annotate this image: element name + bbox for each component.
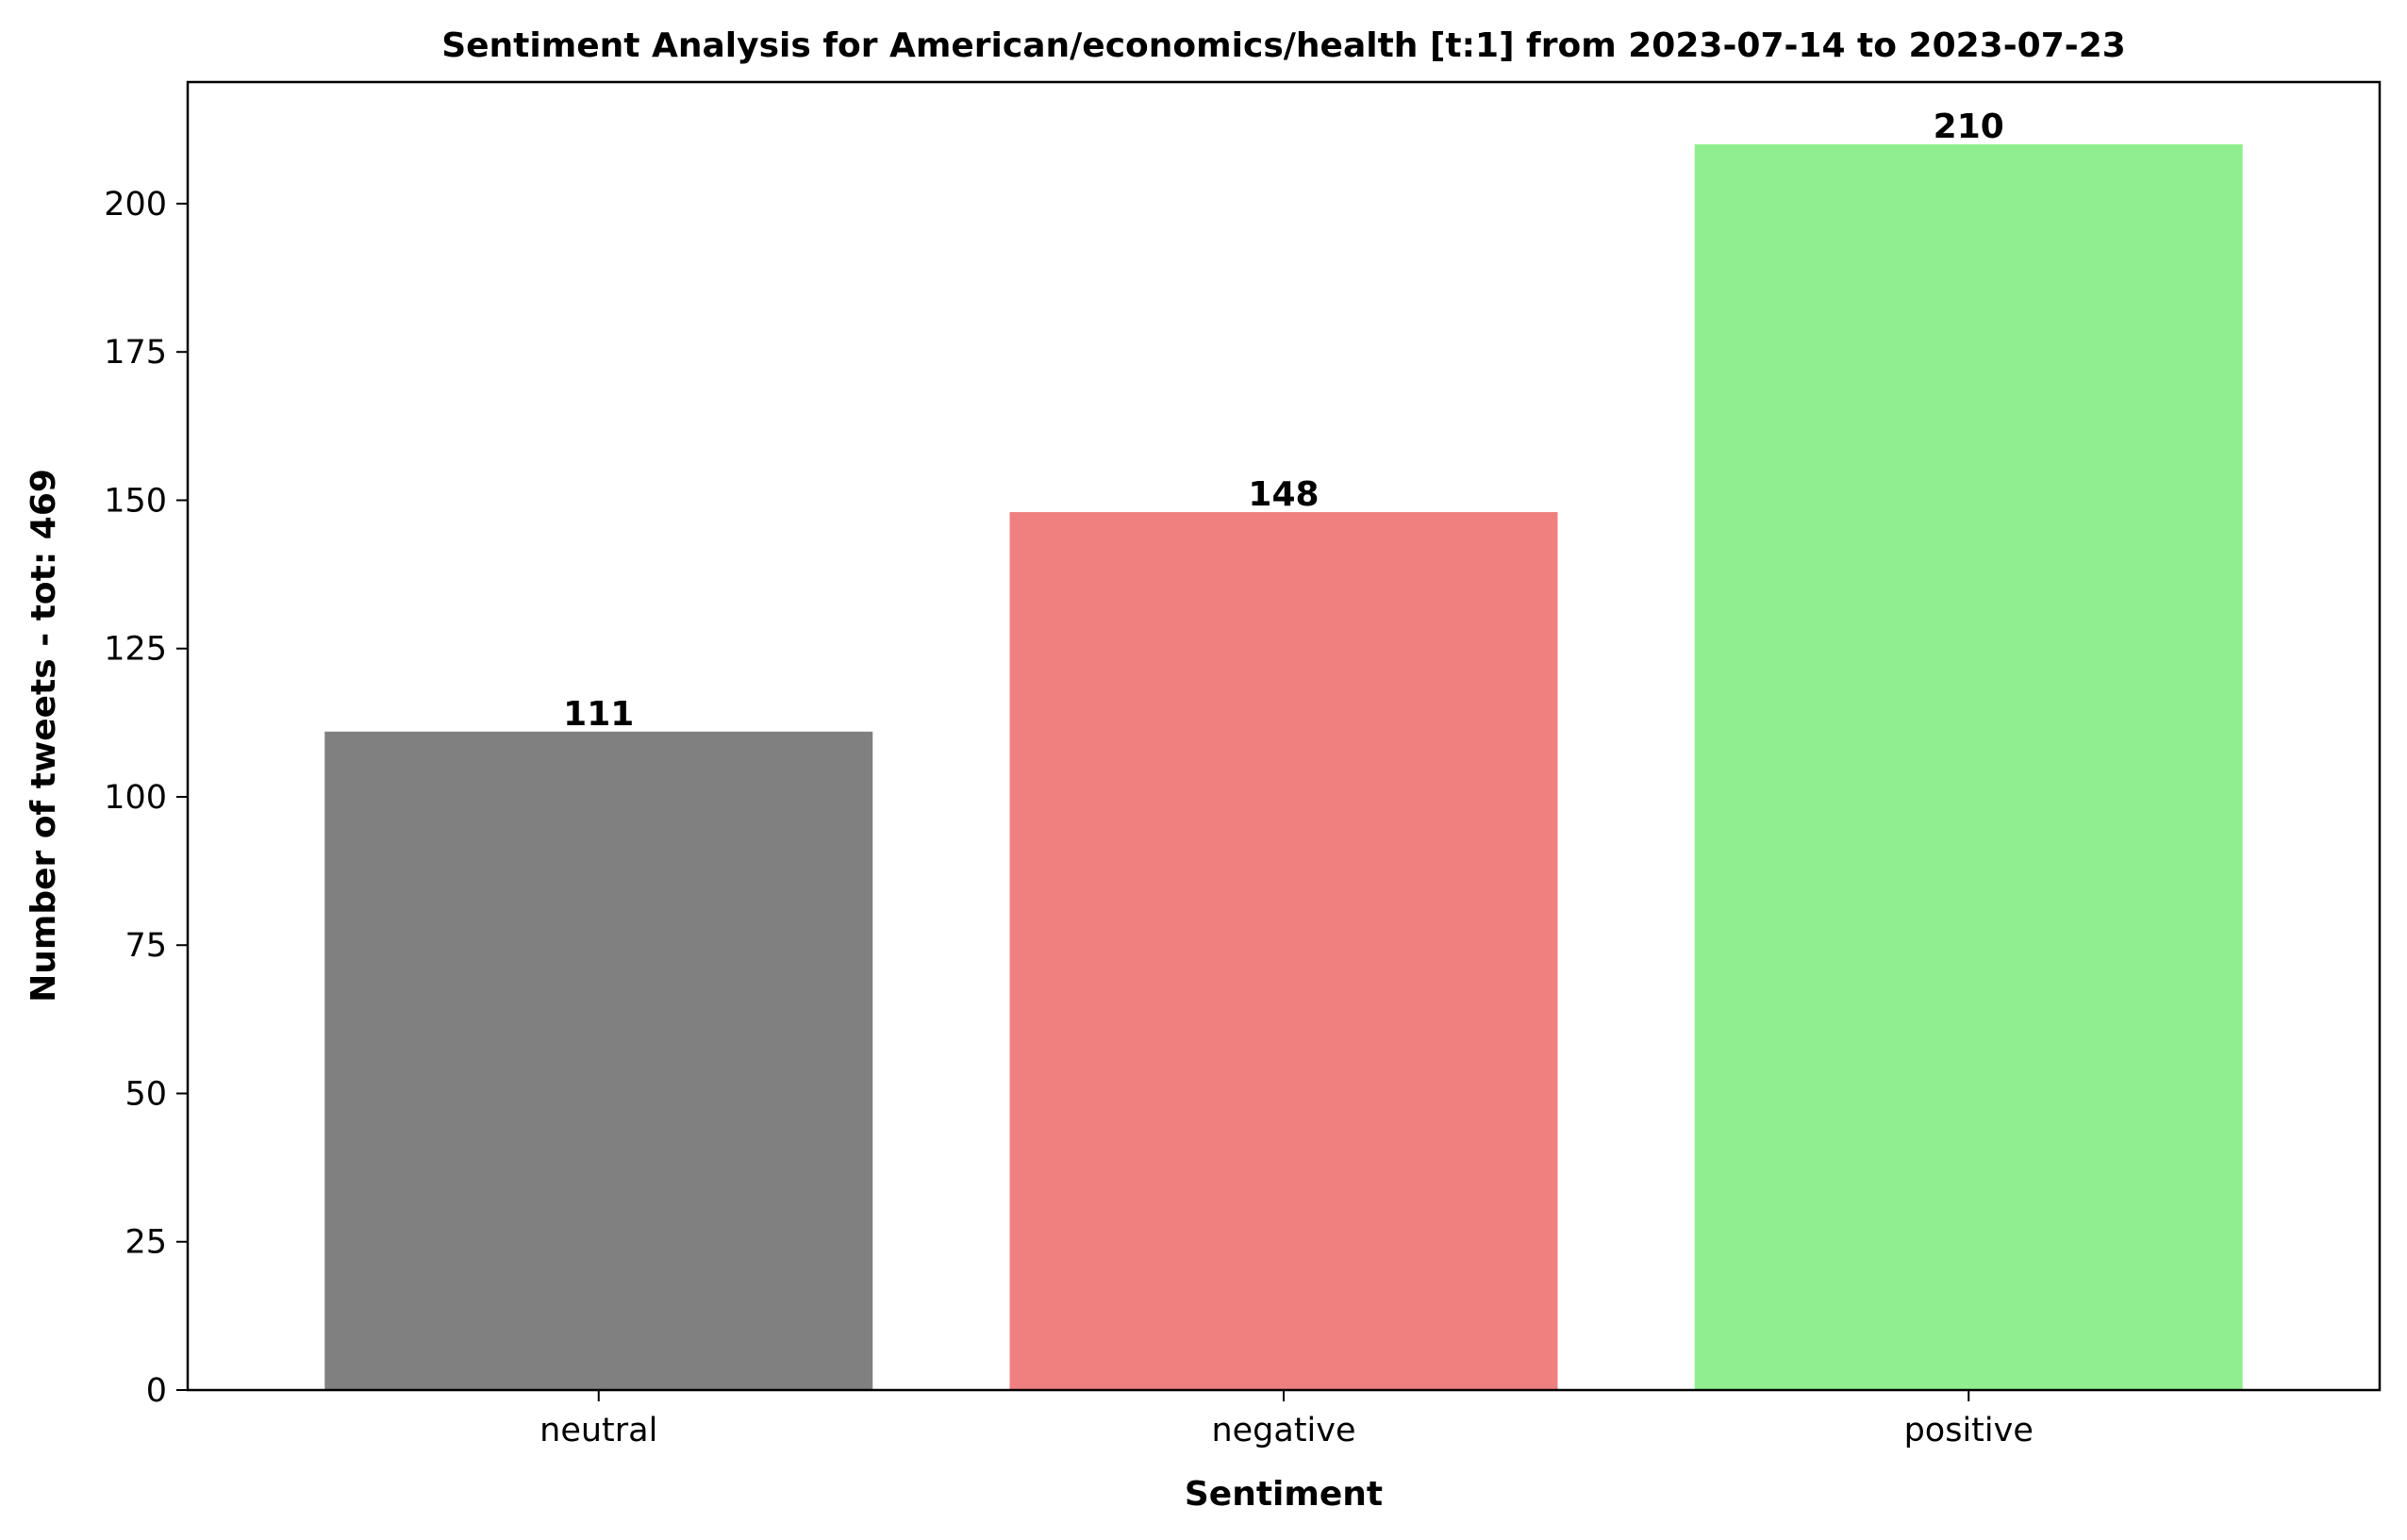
x-axis-label: Sentiment <box>1185 1475 1383 1514</box>
y-tick-label-175: 175 <box>104 334 167 372</box>
x-tick-label-negative: negative <box>1211 1412 1355 1449</box>
y-tick-label-200: 200 <box>104 186 167 224</box>
x-tick-label-positive: positive <box>1904 1412 2034 1449</box>
chart-title: Sentiment Analysis for American/economic… <box>441 26 2126 65</box>
bars-group <box>324 144 2243 1391</box>
y-axis-label: Number of tweets - tot: 469 <box>25 469 63 1002</box>
y-tick-label-25: 25 <box>124 1224 167 1262</box>
y-tick-label-75: 75 <box>124 927 167 965</box>
bar-negative <box>1009 512 1558 1390</box>
data-label-positive: 210 <box>1934 108 2004 146</box>
y-axis-ticks: 0 25 50 75 100 125 150 175 200 <box>104 186 188 1410</box>
y-tick-label-0: 0 <box>146 1372 167 1410</box>
y-tick-label-150: 150 <box>104 482 167 520</box>
y-tick-label-50: 50 <box>124 1075 167 1113</box>
x-tick-label-neutral: neutral <box>540 1412 657 1449</box>
y-tick-label-125: 125 <box>104 631 167 669</box>
y-tick-label-100: 100 <box>104 779 167 817</box>
bar-neutral <box>324 731 873 1390</box>
plot-area-frame <box>186 80 2382 1392</box>
data-label-negative: 148 <box>1248 475 1319 514</box>
data-label-neutral: 111 <box>563 695 634 734</box>
bar-positive <box>1694 144 2243 1391</box>
data-labels-group: 111 148 210 <box>563 108 2004 734</box>
x-axis-ticks: neutral negative positive <box>540 1390 2034 1449</box>
